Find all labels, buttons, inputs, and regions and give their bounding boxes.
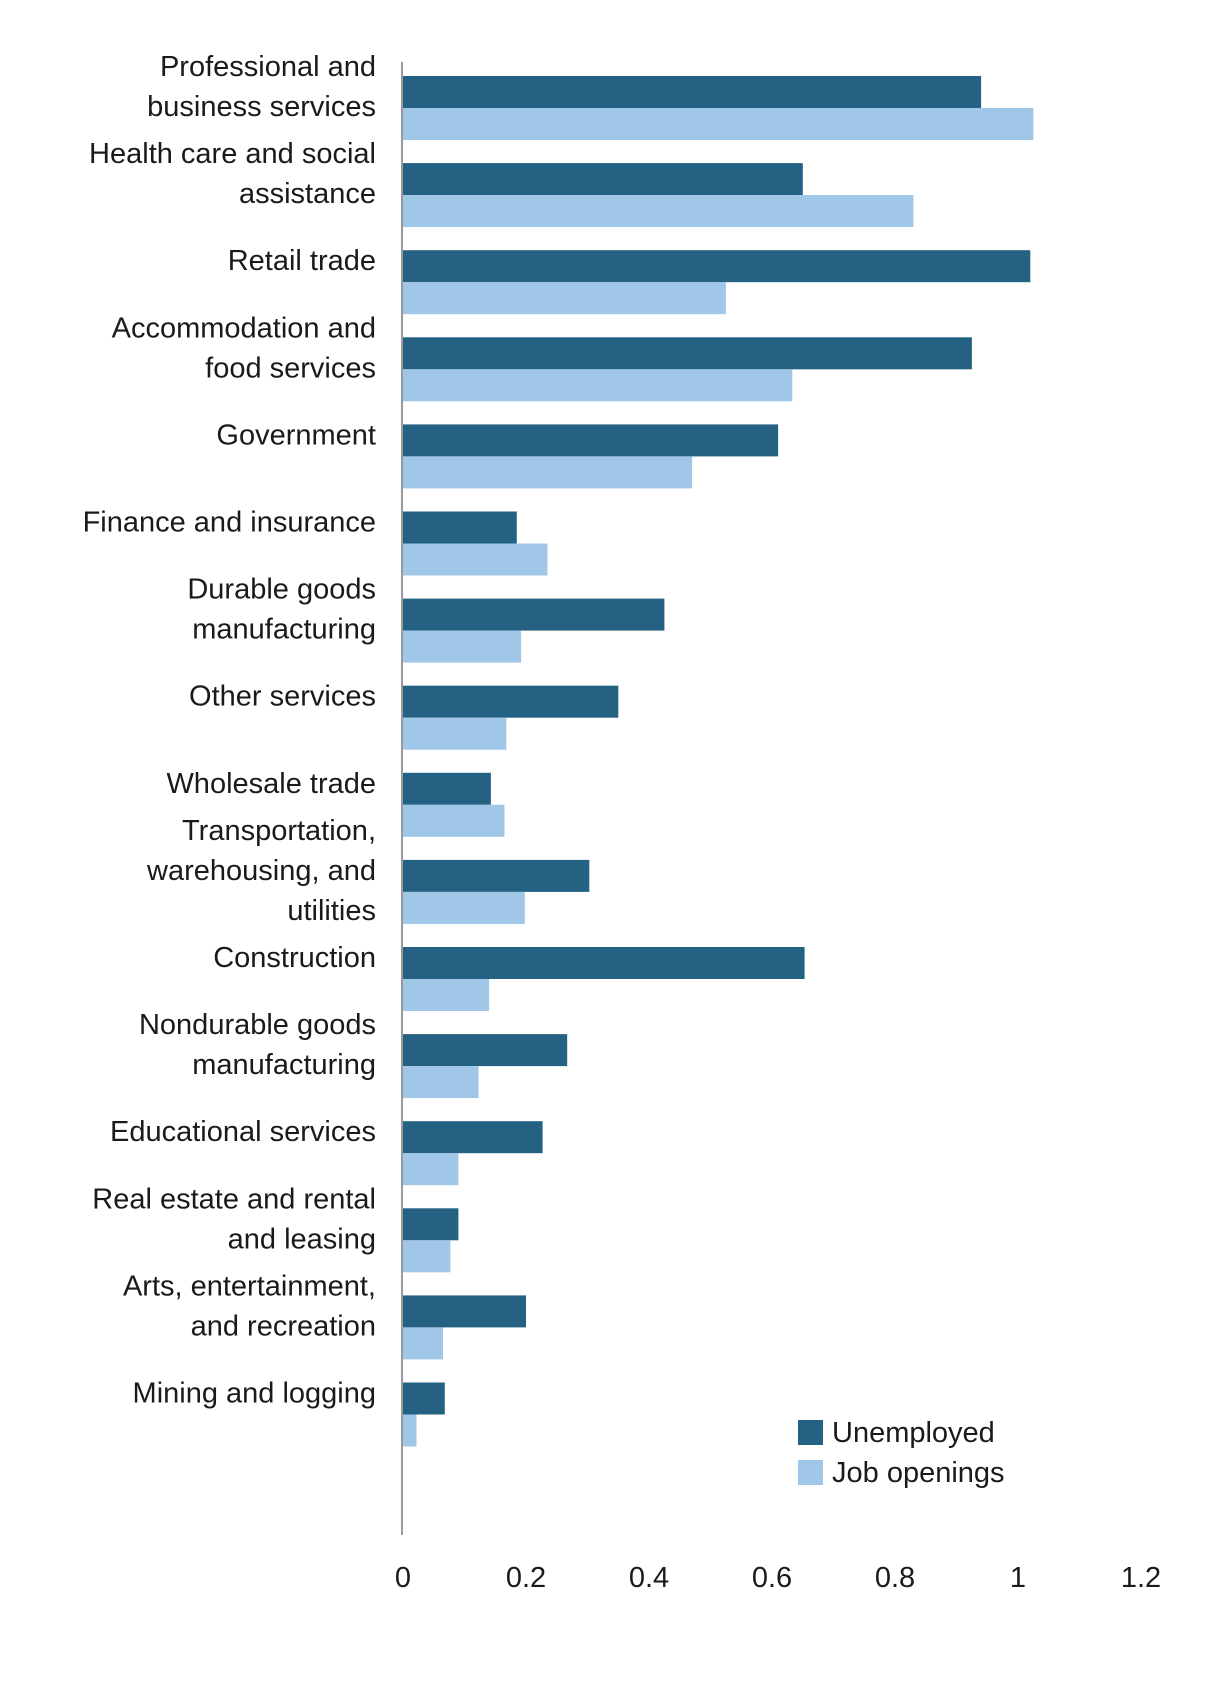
bar-job-openings-3 (403, 369, 793, 402)
bar-unemployed-4 (403, 424, 779, 457)
category-label: Mining and logging (133, 1378, 376, 1410)
category-label: Professional and business services (147, 51, 376, 123)
bar-unemployed-2 (403, 250, 1031, 283)
category-label-line: warehousing, and (146, 855, 376, 887)
category-label: Accommodation and food services (112, 312, 376, 384)
category-label-line: Wholesale trade (166, 768, 376, 800)
category-label-line: Educational services (110, 1116, 376, 1148)
legend-label-unemployed: Unemployed (832, 1417, 995, 1449)
category-label-line: Transportation, (182, 815, 376, 847)
bar-unemployed-14 (403, 1295, 526, 1328)
category-label: Real estate and rental and leasing (92, 1183, 376, 1255)
bar-unemployed-7 (403, 685, 619, 718)
bar-unemployed-12 (403, 1121, 543, 1154)
bar-unemployed-3 (403, 337, 972, 370)
bar-job-openings-14 (403, 1327, 443, 1360)
category-label: Retail trade (228, 245, 376, 277)
bar-unemployed-15 (403, 1382, 445, 1415)
category-label: Educational services (110, 1116, 376, 1148)
bar-job-openings-8 (403, 804, 505, 837)
legend-swatch-job-openings (798, 1460, 823, 1485)
category-label-line: and leasing (228, 1223, 376, 1255)
bar-job-openings-9 (403, 891, 525, 924)
category-label-line: business services (147, 91, 376, 123)
bar-unemployed-13 (403, 1208, 459, 1241)
bar-job-openings-6 (403, 630, 522, 663)
legend: Unemployed Job openings (798, 1417, 1005, 1489)
category-label: Nondurable goods manufacturing (139, 1009, 376, 1081)
category-label-line: and recreation (191, 1310, 376, 1342)
category-label-line: Real estate and rental (92, 1183, 376, 1215)
category-label: Construction (213, 942, 376, 974)
legend-label-job-openings: Job openings (832, 1457, 1005, 1489)
legend-swatch-unemployed (798, 1420, 823, 1445)
category-label: Wholesale trade (166, 768, 376, 800)
bar-unemployed-9 (403, 859, 590, 892)
bars-layer (403, 76, 1034, 1447)
category-label-line: assistance (239, 178, 376, 210)
category-label-line: Nondurable goods (139, 1009, 376, 1041)
bar-unemployed-6 (403, 598, 665, 631)
bar-unemployed-0 (403, 76, 982, 108)
category-label: Finance and insurance (83, 507, 376, 539)
x-tick-label: 0.2 (506, 1562, 546, 1594)
category-label-line: Professional and (160, 51, 376, 83)
category-label-line: Finance and insurance (83, 507, 376, 539)
x-tick-label: 0.6 (752, 1562, 792, 1594)
bar-job-openings-2 (403, 282, 726, 315)
bar-unemployed-8 (403, 772, 491, 805)
category-label-line: Retail trade (228, 245, 376, 277)
category-label-line: utilities (287, 895, 376, 927)
category-label: Government (216, 419, 376, 451)
category-label: Durable goods manufacturing (187, 574, 376, 646)
bar-job-openings-1 (403, 195, 914, 228)
category-label-line: Durable goods (187, 574, 376, 606)
category-label: Transportation, warehousing, and utilities (146, 815, 376, 927)
bar-job-openings-12 (403, 1153, 459, 1186)
x-tick-label: 0.8 (875, 1562, 915, 1594)
category-label-line: Arts, entertainment, (123, 1270, 376, 1302)
category-label: Arts, entertainment, and recreation (123, 1270, 376, 1342)
category-label-line: Other services (189, 681, 376, 713)
category-labels: Professional and business services Health … (83, 51, 376, 1410)
bar-job-openings-0 (403, 108, 1034, 140)
category-label-line: food services (205, 352, 376, 384)
bar-job-openings-4 (403, 456, 693, 489)
x-axis-tick-labels: 0 0.2 0.4 0.6 0.8 1 1.2 (395, 1562, 1161, 1594)
category-label-line: Mining and logging (133, 1378, 376, 1410)
x-tick-label: 0 (395, 1562, 411, 1594)
bar-job-openings-7 (403, 717, 507, 750)
bar-unemployed-11 (403, 1034, 568, 1067)
x-tick-label: 1 (1010, 1562, 1026, 1594)
bar-unemployed-10 (403, 947, 805, 979)
bar-job-openings-5 (403, 543, 548, 576)
category-label-line: Accommodation and (112, 312, 376, 344)
bar-job-openings-11 (403, 1066, 479, 1099)
category-label-line: manufacturing (192, 1049, 376, 1081)
category-label-line: Construction (213, 942, 376, 974)
category-label: Health care and social assistance (89, 138, 376, 210)
category-label-line: Health care and social (89, 138, 376, 170)
category-label-line: Government (216, 419, 376, 451)
category-label: Other services (189, 681, 376, 713)
bar-unemployed-5 (403, 511, 517, 544)
bar-unemployed-1 (403, 163, 803, 196)
bar-job-openings-10 (403, 979, 490, 1011)
x-tick-label: 0.4 (629, 1562, 669, 1594)
bar-job-openings-15 (403, 1414, 417, 1447)
bar-job-openings-13 (403, 1240, 451, 1273)
x-tick-label: 1.2 (1121, 1562, 1161, 1594)
category-label-line: manufacturing (192, 614, 376, 646)
